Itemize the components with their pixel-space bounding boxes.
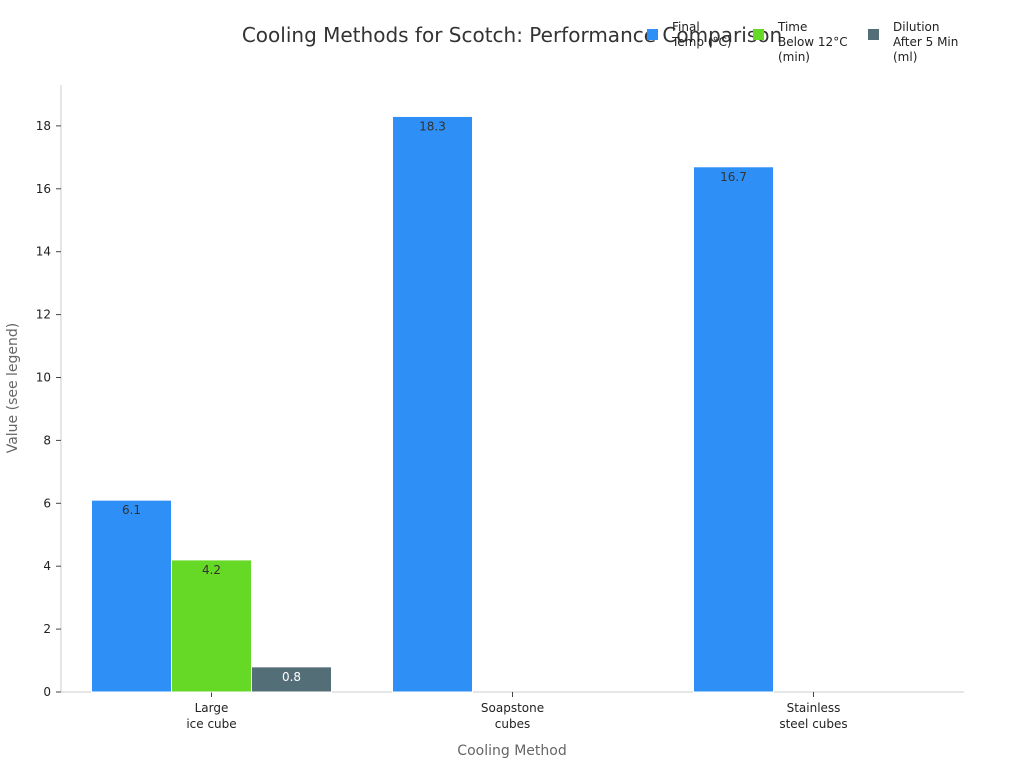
legend-swatch — [753, 29, 764, 40]
y-tick-label: 16 — [36, 182, 51, 196]
data-label: 16.7 — [720, 170, 747, 184]
y-tick-label: 2 — [43, 622, 51, 636]
chart-title: Cooling Methods for Scotch: Performance … — [242, 23, 782, 47]
y-tick-label: 0 — [43, 685, 51, 699]
y-tick-label: 8 — [43, 433, 51, 447]
y-axis: 0 2 4 6 8 10 12 14 16 18 — [36, 85, 62, 699]
bar — [251, 666, 332, 693]
bar — [91, 499, 172, 693]
x-tick-label: Large ice cube — [186, 701, 236, 731]
data-label: 6.1 — [122, 503, 141, 517]
y-tick-label: 18 — [36, 119, 51, 133]
y-tick-label: 14 — [36, 245, 51, 259]
legend-label: Time Below 12°C (min) — [777, 20, 848, 64]
bar — [171, 559, 252, 693]
legend-label: Dilution After 5 Min (ml) — [893, 20, 958, 64]
x-axis: Large ice cube Soapstone cubes Stainless stee… — [61, 691, 964, 731]
y-tick-label: 4 — [43, 559, 51, 573]
bars — [91, 115, 774, 693]
x-tick-label: Stainless steel cubes — [779, 701, 847, 731]
data-label: 4.2 — [202, 563, 221, 577]
data-labels: 6.1 18.3 16.7 4.2 0.8 — [122, 119, 747, 683]
data-label: 0.8 — [282, 670, 301, 684]
bar — [392, 115, 473, 693]
bar — [693, 166, 774, 693]
y-axis-title: Value (see legend) — [5, 323, 21, 454]
y-tick-label: 12 — [36, 308, 51, 322]
legend-swatch — [647, 29, 658, 40]
legend: Final Temp (°C) Time Below 12°C (min) Dilutio… — [647, 20, 958, 64]
x-tick-label: Soapstone cubes — [481, 701, 544, 731]
y-tick-label: 10 — [36, 370, 51, 384]
y-tick-label: 6 — [43, 496, 51, 510]
x-axis-title: Cooling Method — [457, 743, 566, 759]
legend-label: Final Temp (°C) — [671, 20, 732, 49]
data-label: 18.3 — [419, 119, 446, 133]
legend-swatch — [868, 29, 879, 40]
